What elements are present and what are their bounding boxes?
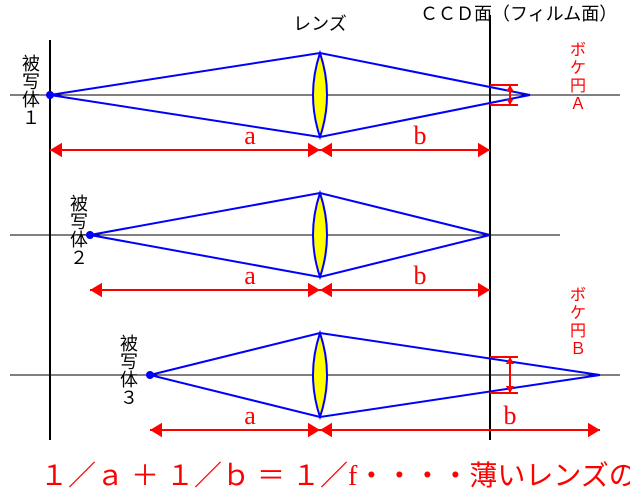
optics-diagram: レンズＣＣＤ面（フィルム面）被写体１被写体２被写体３abababボケ円Ａボケ円Ｂ…	[0, 0, 630, 500]
ray-lower	[150, 375, 600, 417]
ray-upper	[150, 333, 600, 375]
lens-label: レンズ	[293, 14, 347, 34]
arrow-head	[478, 283, 490, 297]
boke-a-label: Ａ	[570, 96, 586, 113]
subject-3-label: 体	[120, 370, 138, 390]
arrow-head	[50, 143, 62, 157]
subject-3-label: 被	[120, 334, 138, 354]
thin-lens-formula: １／ａ ＋ １／ｂ ＝ １／f・・・・薄いレンズの公式	[40, 460, 630, 492]
arrow-head	[308, 143, 320, 157]
boke-b-label: 円	[570, 323, 586, 340]
label-a: a	[244, 261, 256, 290]
boke-a-label: 円	[570, 78, 586, 95]
ray-upper	[50, 53, 530, 95]
ray-lower	[90, 235, 490, 277]
boke-b-label: ボ	[570, 286, 586, 304]
label-a: a	[244, 401, 256, 430]
boke-b-label: Ｂ	[570, 341, 586, 358]
subject-1-label: 体	[22, 90, 40, 110]
subject-2-label: ２	[70, 248, 88, 268]
arrow-head	[320, 423, 332, 437]
boke-a-label: ボ	[570, 41, 586, 59]
subject-2-label: 被	[70, 194, 88, 214]
subject-2-label: 体	[70, 230, 88, 250]
subject-3-label: ３	[120, 388, 138, 408]
arrow-head	[588, 423, 600, 437]
ray-lower	[50, 95, 530, 137]
label-b: b	[414, 121, 427, 150]
label-b: b	[504, 401, 517, 430]
boke-b-label: ケ	[570, 304, 586, 322]
arrow-head	[320, 283, 332, 297]
lens-shape	[313, 333, 327, 417]
label-a: a	[244, 121, 256, 150]
boke-a-label: ケ	[570, 59, 586, 77]
arrow-head	[308, 423, 320, 437]
arrow-head	[150, 423, 162, 437]
arrow-head	[320, 143, 332, 157]
subject-3-label: 写	[120, 352, 138, 372]
subject-1-label: 被	[22, 54, 40, 74]
label-b: b	[414, 261, 427, 290]
arrow-head	[90, 283, 102, 297]
lens-shape	[313, 193, 327, 277]
ccd-label: ＣＣＤ面（フィルム面）	[420, 4, 617, 24]
lens-shape	[313, 53, 327, 137]
subject-1-label: 写	[22, 72, 40, 92]
subject-1-label: １	[22, 108, 40, 128]
arrow-head	[478, 143, 490, 157]
subject-2-label: 写	[70, 212, 88, 232]
arrow-head	[308, 283, 320, 297]
ray-upper	[90, 193, 490, 235]
